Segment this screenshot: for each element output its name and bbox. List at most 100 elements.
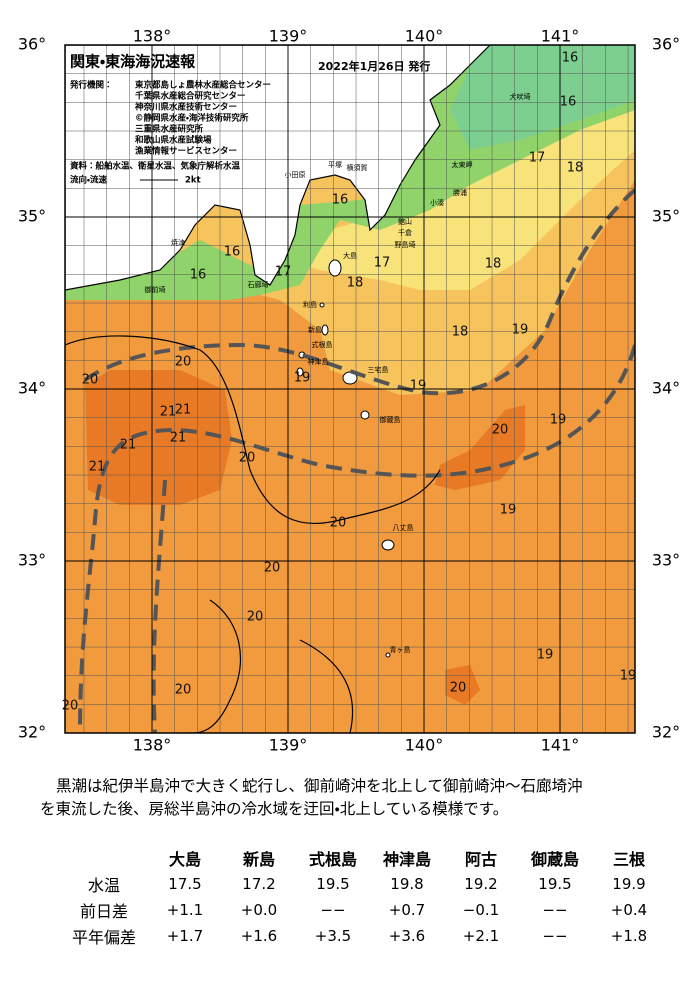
table-cell: +0.7 [388,901,426,919]
publisher: 千葉県水産総合研究センター [135,91,246,102]
place-name: 小田原 [285,170,306,179]
isotherm-label: 19 [537,648,554,663]
isotherm-label: 18 [485,257,502,272]
lat-tick-label: 36° [652,35,680,54]
isotherm-label: 17 [529,151,546,166]
lon-tick-label: 140° [405,27,444,46]
isotherm-label: 19 [500,503,517,518]
lat-tick-label: 32° [652,723,680,742]
sea-temperature-field [65,45,635,733]
table-cell: +3.5 [314,927,352,945]
place-name: 小湊 [430,198,444,207]
map: 関東・東海海況速報 2022年1月26日 発行 発行機関： 東京都島しょ農林水産… [18,27,680,755]
table-cell: +0.4 [610,901,648,919]
description: 黒潮は紀伊半島沖で大きく蛇行し、御前崎沖を北上して御前崎沖～石廊埼沖 を東流した… [40,775,583,821]
lon-tick-label: 141° [541,27,580,46]
table-cell: −− [542,901,568,919]
place-name: 石廊埼 [248,280,269,289]
current-speed: 2kt [185,176,201,186]
isotherm-label: 20 [492,423,509,438]
place-name: 犬吠埼 [510,92,531,101]
isotherm-label: 20 [62,699,79,714]
table-row: 平年偏差 +1.7 +1.6 +3.5 +3.6 +2.1 −− +1.8 [60,923,666,949]
table-row: 前日差 +1.1 +0.0 −− +0.7 −0.1 −− +0.4 [60,897,666,923]
isotherm-label: 21 [175,403,192,418]
issue-date: 2022年1月26日 発行 [318,59,430,73]
publisher: 三重県水産研究所 [135,124,204,135]
table-cell: 19.9 [612,875,646,893]
publisher: 神奈川県水産技術センター [134,102,237,113]
header-row: 大島 新島 式根島 神津島 阿古 御蔵島 三根 [60,845,666,871]
row-label: 前日差 [79,902,128,921]
isotherm-label: 21 [120,438,137,453]
place-name: 野島埼 [395,240,416,249]
isotherm-label: 17 [275,265,292,280]
table-cell: −− [320,901,346,919]
table-cell: 19.8 [390,875,424,893]
lon-tick-label: 139° [269,27,308,46]
publishers: 東京都島しょ農林水産総合センター千葉県水産総合研究センター神奈川県水産技術センタ… [134,80,271,157]
publisher: ©静岡県水産・海洋技術研究所 [135,113,249,124]
table-cell: +3.6 [388,927,426,945]
table-cell: +1.6 [240,927,278,945]
isotherm-label: 21 [89,460,106,475]
table-cell: 19.5 [538,875,572,893]
lon-tick-label: 138° [133,736,172,755]
lat-tick-label: 35° [18,207,46,226]
description-line: 黒潮は紀伊半島沖で大きく蛇行し、御前崎沖を北上して御前崎沖～石廊埼沖 [56,777,583,795]
isotherm-label: 16 [332,193,349,208]
isotherm-label: 17 [374,256,391,271]
row-label: 平年偏差 [71,928,136,947]
isotherm-label: 19 [512,323,529,338]
island-name: 八丈島 [393,523,414,532]
island-name: 三宅島 [368,365,389,374]
table-cell: +1.7 [166,927,204,945]
isotherm-label: 19 [410,379,427,394]
table-cell: +2.1 [462,927,500,945]
isotherm-label: 19 [294,371,311,386]
kuroshio-axis [78,188,635,733]
lat-tick-label: 35° [652,207,680,226]
column-header: 御蔵島 [530,850,579,869]
place-name: 平塚 [328,160,342,169]
water-temperature-table: 大島 新島 式根島 神津島 阿古 御蔵島 三根 水温 17.5 17.2 19.5 19.8 19.2 1… [60,845,666,949]
isotherm-lines [65,335,441,733]
island-name: 神津島 [308,357,329,366]
isotherm-label: 20 [175,355,192,370]
table-row: 水温 17.5 17.2 19.5 19.8 19.2 19.5 19.9 [60,871,666,897]
column-header: 神津島 [382,850,431,869]
island-name: 大島 [343,251,357,260]
isotherm-label: 16 [562,51,579,66]
isotherm-label: 21 [170,431,187,446]
isotherm-label: 16 [560,95,577,110]
column-header: 大島 [168,850,201,869]
place-name: 御前埼 [145,285,166,294]
isotherm-label: 18 [452,325,469,340]
column-header: 新島 [242,850,275,869]
table-cell: +0.0 [240,901,278,919]
island-name: 利島 [303,300,317,309]
corner [60,845,148,871]
isotherm-label: 20 [239,451,256,466]
table-cell: 17.5 [168,875,202,893]
table-cell: +1.1 [166,901,204,919]
islands [296,259,395,658]
lon-tick-label: 138° [133,27,172,46]
isotherm-label: 21 [160,405,177,420]
lat-tick-label: 36° [18,35,46,54]
place-name: 勝浦 [453,188,467,197]
place-name: 太東岬 [452,160,473,169]
table-cell: −− [542,927,568,945]
isotherm-label: 20 [264,561,281,576]
publisher-label: 発行機関： [69,80,113,91]
isotherm-label: 19 [620,669,637,684]
description-line: を東流した後、房総半島沖の冷水域を迂回・北上している模様です。 [40,800,509,818]
column-header: 式根島 [308,850,357,869]
publisher: 東京都島しょ農林水産総合センター [135,80,271,91]
lat-tick-label: 33° [652,551,680,570]
column-header: 三根 [612,850,645,869]
island-name: 新島 [308,325,322,334]
isotherm-label: 20 [450,681,467,696]
isotherm-label: 20 [330,516,347,531]
